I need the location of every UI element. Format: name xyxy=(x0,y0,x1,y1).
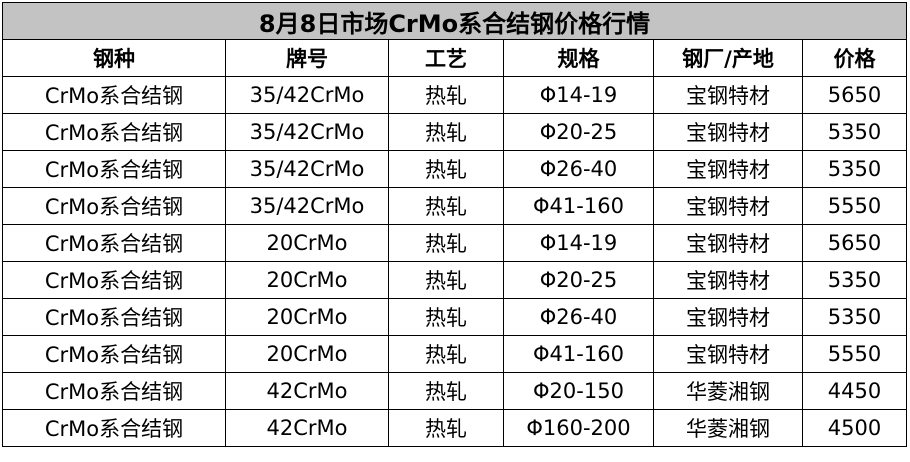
cell-price: 5350 xyxy=(801,261,908,299)
cell-grade: 35/42CrMo xyxy=(225,76,389,114)
cell-spec: Φ26-40 xyxy=(503,298,654,336)
cell-spec: Φ26-40 xyxy=(503,150,654,188)
cell-price: 4500 xyxy=(801,409,908,447)
cell-process: 热轧 xyxy=(388,372,504,410)
cell-mill: 宝钢特材 xyxy=(653,335,803,373)
cell-spec: Φ41-160 xyxy=(503,335,654,373)
cell-steel-type: CrMo系合结钢 xyxy=(2,372,226,410)
cell-grade: 20CrMo xyxy=(225,298,389,336)
cell-process: 热轧 xyxy=(388,113,504,151)
cell-steel-type: CrMo系合结钢 xyxy=(2,335,226,373)
cell-grade: 42CrMo xyxy=(225,372,389,410)
cell-process: 热轧 xyxy=(388,261,504,299)
table-row: CrMo系合结钢 35/42CrMo 热轧 Φ26-40 宝钢特材 5350 xyxy=(2,150,908,188)
table-row: CrMo系合结钢 20CrMo 热轧 Φ26-40 宝钢特材 5350 xyxy=(2,298,908,336)
cell-steel-type: CrMo系合结钢 xyxy=(2,261,226,299)
header-price: 价格 xyxy=(801,39,908,77)
cell-grade: 20CrMo xyxy=(225,261,389,299)
cell-price: 5650 xyxy=(801,76,908,114)
table-row: CrMo系合结钢 42CrMo 热轧 Φ160-200 华菱湘钢 4500 xyxy=(2,409,908,447)
cell-mill: 宝钢特材 xyxy=(653,150,803,188)
cell-spec: Φ160-200 xyxy=(503,409,654,447)
cell-steel-type: CrMo系合结钢 xyxy=(2,298,226,336)
table-row: CrMo系合结钢 35/42CrMo 热轧 Φ20-25 宝钢特材 5350 xyxy=(2,113,908,151)
cell-process: 热轧 xyxy=(388,409,504,447)
cell-mill: 华菱湘钢 xyxy=(653,372,803,410)
cell-process: 热轧 xyxy=(388,224,504,262)
header-steel-type: 钢种 xyxy=(2,39,226,77)
cell-price: 5350 xyxy=(801,150,908,188)
cell-process: 热轧 xyxy=(388,150,504,188)
cell-price: 5650 xyxy=(801,224,908,262)
cell-steel-type: CrMo系合结钢 xyxy=(2,150,226,188)
table-row: CrMo系合结钢 20CrMo 热轧 Φ41-160 宝钢特材 5550 xyxy=(2,335,908,373)
header-process: 工艺 xyxy=(388,39,504,77)
cell-grade: 42CrMo xyxy=(225,409,389,447)
cell-mill: 宝钢特材 xyxy=(653,113,803,151)
cell-spec: Φ14-19 xyxy=(503,76,654,114)
cell-process: 热轧 xyxy=(388,298,504,336)
table-row: CrMo系合结钢 20CrMo 热轧 Φ20-25 宝钢特材 5350 xyxy=(2,261,908,299)
cell-process: 热轧 xyxy=(388,335,504,373)
cell-price: 5550 xyxy=(801,187,908,225)
cell-mill: 华菱湘钢 xyxy=(653,409,803,447)
table-row: CrMo系合结钢 35/42CrMo 热轧 Φ14-19 宝钢特材 5650 xyxy=(2,76,908,114)
title-row: 8月8日市场CrMo系合结钢价格行情 xyxy=(1,2,908,40)
cell-price: 5350 xyxy=(801,113,908,151)
table-title: 8月8日市场CrMo系合结钢价格行情 xyxy=(1,2,908,40)
table-row: CrMo系合结钢 42CrMo 热轧 Φ20-150 华菱湘钢 4450 xyxy=(2,372,908,410)
cell-process: 热轧 xyxy=(388,187,504,225)
cell-spec: Φ41-160 xyxy=(503,187,654,225)
cell-mill: 宝钢特材 xyxy=(653,224,803,262)
cell-grade: 20CrMo xyxy=(225,224,389,262)
header-mill: 钢厂/产地 xyxy=(653,39,803,77)
header-row: 钢种 牌号 工艺 规格 钢厂/产地 价格 xyxy=(2,39,908,77)
cell-spec: Φ20-150 xyxy=(503,372,654,410)
cell-grade: 35/42CrMo xyxy=(225,113,389,151)
cell-grade: 20CrMo xyxy=(225,335,389,373)
cell-price: 5550 xyxy=(801,335,908,373)
table-row: CrMo系合结钢 35/42CrMo 热轧 Φ41-160 宝钢特材 5550 xyxy=(2,187,908,225)
header-grade: 牌号 xyxy=(225,39,389,77)
cell-spec: Φ20-25 xyxy=(503,113,654,151)
cell-mill: 宝钢特材 xyxy=(653,76,803,114)
price-table: 8月8日市场CrMo系合结钢价格行情 钢种 牌号 工艺 规格 钢厂/产地 价格 … xyxy=(1,2,908,447)
cell-steel-type: CrMo系合结钢 xyxy=(2,113,226,151)
cell-grade: 35/42CrMo xyxy=(225,150,389,188)
cell-mill: 宝钢特材 xyxy=(653,298,803,336)
cell-mill: 宝钢特材 xyxy=(653,261,803,299)
cell-price: 4450 xyxy=(801,372,908,410)
header-spec: 规格 xyxy=(503,39,654,77)
cell-steel-type: CrMo系合结钢 xyxy=(2,409,226,447)
table-row: CrMo系合结钢 20CrMo 热轧 Φ14-19 宝钢特材 5650 xyxy=(2,224,908,262)
cell-steel-type: CrMo系合结钢 xyxy=(2,187,226,225)
cell-process: 热轧 xyxy=(388,76,504,114)
cell-steel-type: CrMo系合结钢 xyxy=(2,224,226,262)
cell-price: 5350 xyxy=(801,298,908,336)
cell-grade: 35/42CrMo xyxy=(225,187,389,225)
cell-spec: Φ14-19 xyxy=(503,224,654,262)
cell-spec: Φ20-25 xyxy=(503,261,654,299)
cell-mill: 宝钢特材 xyxy=(653,187,803,225)
cell-steel-type: CrMo系合结钢 xyxy=(2,76,226,114)
